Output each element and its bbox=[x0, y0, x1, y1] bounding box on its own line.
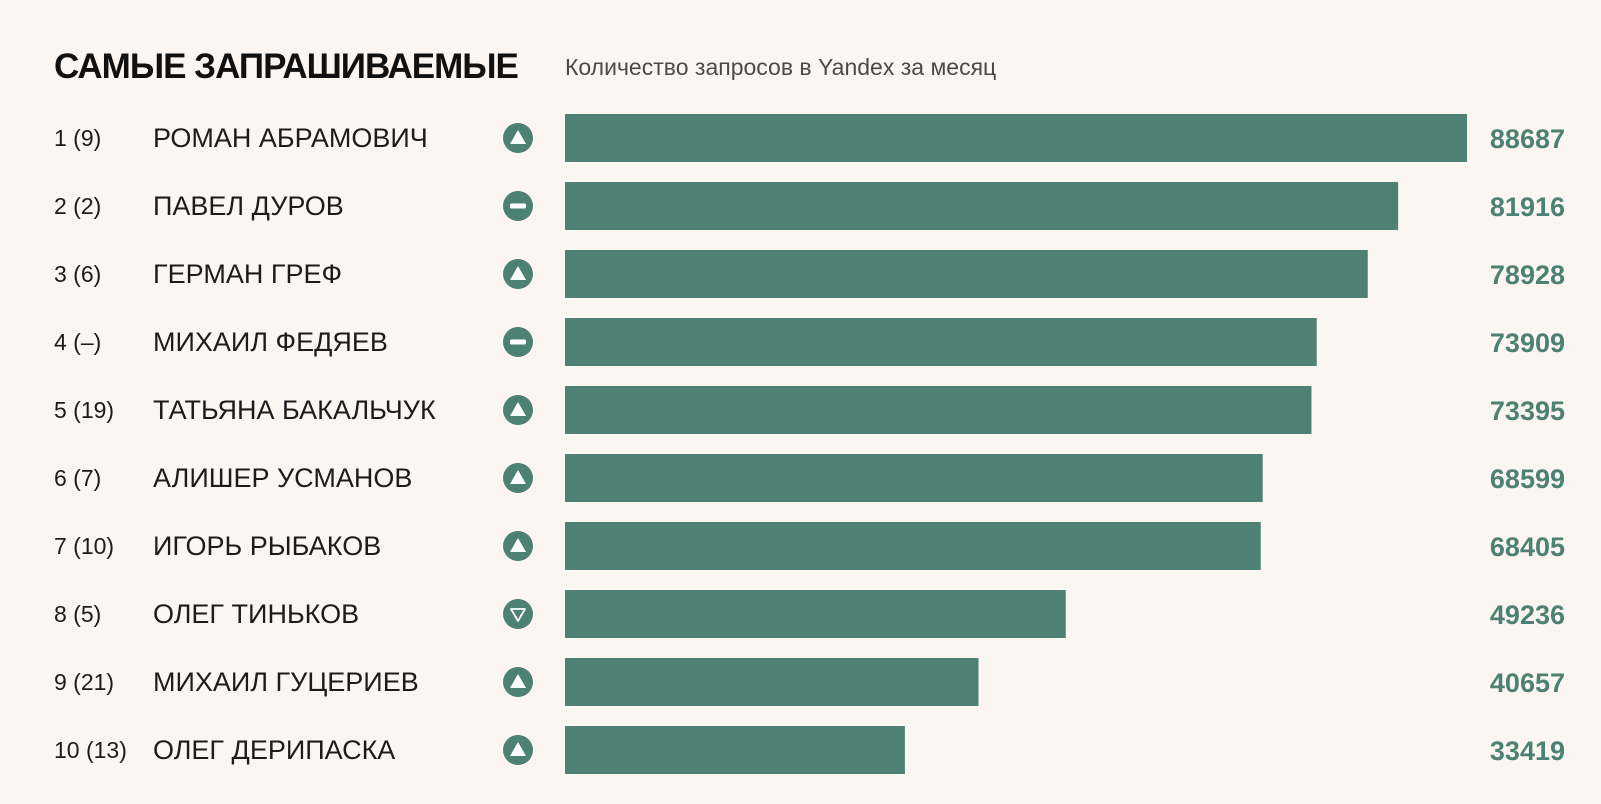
rank-label: 10 (13) bbox=[54, 737, 127, 763]
up-icon bbox=[503, 531, 533, 561]
chart-subtitle: Количество запросов в Yandex за месяц bbox=[565, 54, 996, 80]
chart-row: 8 (5) ОЛЕГ ТИНЬКОВ 49236 bbox=[54, 590, 1565, 638]
chart-row: 5 (19) ТАТЬЯНА БАКАЛЬЧУК 73395 bbox=[54, 386, 1565, 434]
up-icon bbox=[503, 259, 533, 289]
chart-row: 10 (13) ОЛЕГ ДЕРИПАСКА 33419 bbox=[54, 726, 1565, 774]
person-name: МИХАИЛ ФЕДЯЕВ bbox=[153, 327, 388, 357]
value-label: 73909 bbox=[1490, 328, 1565, 358]
person-name: ОЛЕГ ТИНЬКОВ bbox=[153, 599, 359, 629]
value-label: 68599 bbox=[1490, 464, 1565, 494]
chart-row: 9 (21) МИХАИЛ ГУЦЕРИЕВ 40657 bbox=[54, 658, 1565, 706]
chart-row: 1 (9) РОМАН АБРАМОВИЧ 88687 bbox=[54, 114, 1565, 162]
bar bbox=[565, 386, 1312, 434]
minus-icon bbox=[503, 191, 533, 221]
value-label: 40657 bbox=[1490, 668, 1565, 698]
rank-label: 8 (5) bbox=[54, 601, 101, 627]
bar bbox=[565, 318, 1317, 366]
rank-label: 7 (10) bbox=[54, 533, 114, 559]
value-label: 49236 bbox=[1490, 600, 1565, 630]
rank-label: 2 (2) bbox=[54, 193, 101, 219]
bar bbox=[565, 114, 1467, 162]
up-icon bbox=[503, 463, 533, 493]
chart-row: 7 (10) ИГОРЬ РЫБАКОВ 68405 bbox=[54, 522, 1565, 570]
person-name: ПАВЕЛ ДУРОВ bbox=[153, 191, 344, 221]
bar bbox=[565, 182, 1399, 230]
up-icon bbox=[503, 123, 533, 153]
chart-row: 6 (7) АЛИШЕР УСМАНОВ 68599 bbox=[54, 454, 1565, 502]
chart-title: САМЫЕ ЗАПРАШИВАЕМЫЕ bbox=[54, 47, 518, 86]
person-name: РОМАН АБРАМОВИЧ bbox=[153, 123, 428, 153]
rank-label: 6 (7) bbox=[54, 465, 101, 491]
person-name: ОЛЕГ ДЕРИПАСКА bbox=[153, 735, 395, 765]
value-label: 68405 bbox=[1490, 532, 1565, 562]
value-label: 78928 bbox=[1490, 260, 1565, 290]
chart-row: 2 (2) ПАВЕЛ ДУРОВ 81916 bbox=[54, 182, 1565, 230]
value-label: 73395 bbox=[1490, 396, 1565, 426]
up-icon bbox=[503, 735, 533, 765]
rank-label: 1 (9) bbox=[54, 125, 101, 151]
minus-icon bbox=[503, 327, 533, 357]
rank-label: 4 (–) bbox=[54, 329, 101, 355]
bar bbox=[565, 522, 1261, 570]
chart-rows: 1 (9) РОМАН АБРАМОВИЧ 88687 2 (2) ПАВЕЛ ДУРО… bbox=[54, 114, 1565, 774]
rank-label: 3 (6) bbox=[54, 261, 101, 287]
person-name: АЛИШЕР УСМАНОВ bbox=[153, 463, 412, 493]
value-label: 33419 bbox=[1490, 736, 1565, 766]
bar bbox=[565, 726, 905, 774]
value-label: 81916 bbox=[1490, 192, 1565, 222]
rank-label: 9 (21) bbox=[54, 669, 114, 695]
bar bbox=[565, 658, 979, 706]
chart-row: 3 (6) ГЕРМАН ГРЕФ 78928 bbox=[54, 250, 1565, 298]
bar bbox=[565, 250, 1368, 298]
chart-row: 4 (–) МИХАИЛ ФЕДЯЕВ 73909 bbox=[54, 318, 1565, 366]
rank-label: 5 (19) bbox=[54, 397, 114, 423]
up-icon bbox=[503, 395, 533, 425]
bar bbox=[565, 454, 1263, 502]
person-name: ТАТЬЯНА БАКАЛЬЧУК bbox=[153, 395, 436, 425]
bar bbox=[565, 590, 1066, 638]
up-icon bbox=[503, 667, 533, 697]
value-label: 88687 bbox=[1490, 124, 1565, 154]
down-icon bbox=[503, 599, 533, 629]
person-name: ИГОРЬ РЫБАКОВ bbox=[153, 531, 381, 561]
person-name: ГЕРМАН ГРЕФ bbox=[153, 259, 342, 289]
person-name: МИХАИЛ ГУЦЕРИЕВ bbox=[153, 667, 419, 697]
